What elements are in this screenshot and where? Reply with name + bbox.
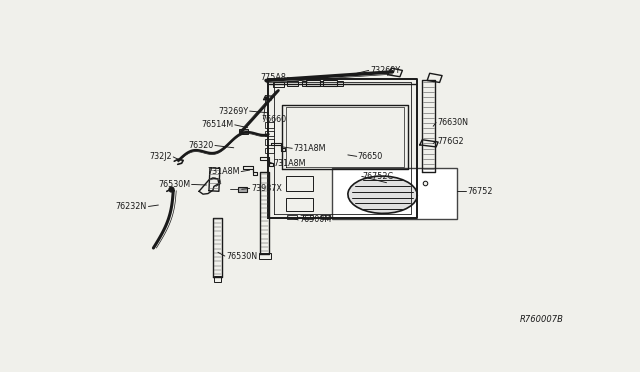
Bar: [317, 81, 328, 86]
Bar: [286, 198, 313, 211]
Bar: [286, 176, 313, 191]
Bar: [332, 169, 457, 219]
Bar: [259, 253, 271, 260]
Bar: [303, 215, 313, 219]
Text: 76752: 76752: [467, 187, 492, 196]
Text: 76500M: 76500M: [300, 215, 332, 224]
Bar: [306, 80, 319, 86]
Bar: [264, 139, 275, 145]
Bar: [302, 81, 313, 86]
Text: 731A8M: 731A8M: [293, 144, 326, 153]
Bar: [287, 81, 298, 86]
Bar: [237, 187, 246, 192]
Bar: [264, 122, 275, 128]
Text: 732J2: 732J2: [149, 153, 172, 161]
Text: 76514M: 76514M: [202, 121, 234, 129]
Bar: [214, 276, 221, 282]
Text: 76630N: 76630N: [437, 118, 468, 127]
Bar: [321, 215, 330, 219]
Text: 76650: 76650: [358, 152, 383, 161]
Ellipse shape: [348, 176, 417, 214]
Bar: [332, 81, 343, 86]
Bar: [273, 82, 284, 87]
Text: 73987X: 73987X: [251, 184, 282, 193]
Bar: [239, 129, 248, 134]
Text: 76530M: 76530M: [158, 180, 190, 189]
Bar: [264, 148, 275, 154]
Text: R760007B: R760007B: [520, 315, 564, 324]
Text: 76752C: 76752C: [363, 172, 394, 181]
Text: 731A8M: 731A8M: [273, 159, 306, 168]
Text: 76232N: 76232N: [116, 202, 147, 211]
Text: 73269Y: 73269Y: [370, 66, 400, 75]
Text: 731A8M: 731A8M: [207, 167, 240, 176]
Text: 775A8: 775A8: [260, 73, 286, 82]
Bar: [287, 215, 297, 219]
Text: 76660: 76660: [261, 115, 286, 124]
Bar: [264, 131, 275, 136]
Text: 76320: 76320: [189, 141, 214, 150]
Bar: [323, 80, 337, 86]
Text: 73269Y: 73269Y: [218, 107, 249, 116]
Text: 776G2: 776G2: [437, 137, 464, 146]
Text: 76530N: 76530N: [227, 251, 257, 260]
